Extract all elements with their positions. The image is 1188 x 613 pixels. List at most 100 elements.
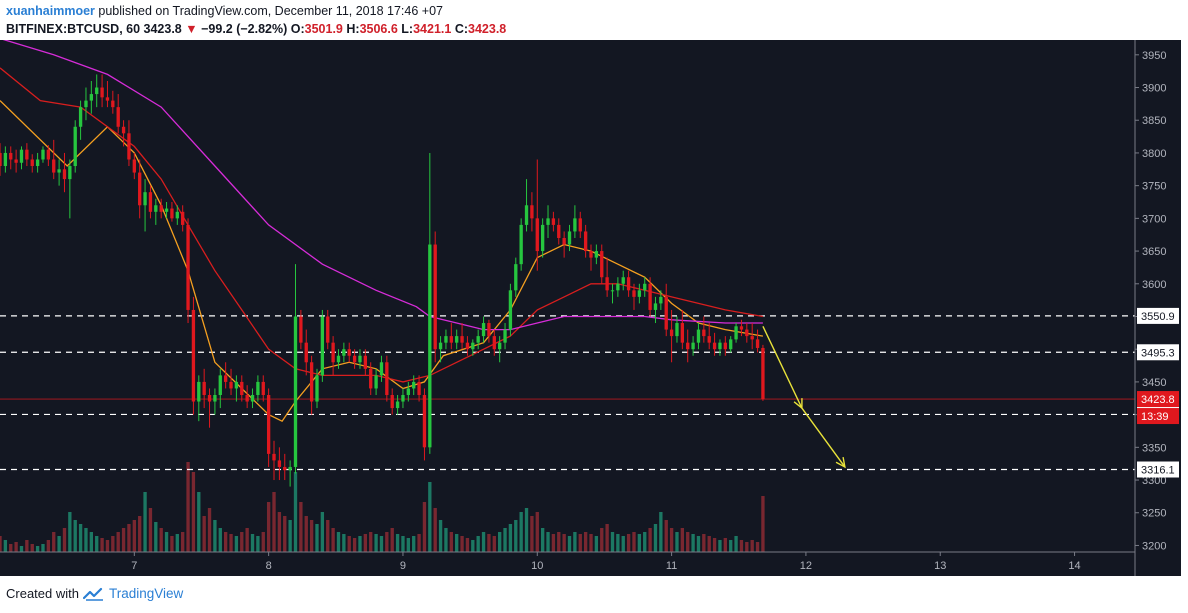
candle-body: [143, 192, 147, 206]
volume-bar: [524, 508, 529, 552]
candle-body: [100, 87, 104, 98]
y-tick-label: 3850: [1142, 115, 1166, 127]
price-chart[interactable]: 3200325033003350340034503500355036003650…: [0, 40, 1188, 576]
y-tick-label: 3700: [1142, 213, 1166, 225]
candle-body: [229, 381, 233, 389]
candle-body: [449, 336, 453, 343]
volume-bar: [127, 524, 131, 552]
candle-body: [19, 149, 24, 163]
symbol-label: BITFINEX:BTCUSD, 60: [6, 22, 141, 36]
candle-body: [293, 316, 298, 467]
y-tick-label: 3250: [1142, 508, 1166, 520]
volume-bar: [186, 462, 190, 552]
candle-body: [336, 355, 341, 363]
x-tick-label: 12: [800, 560, 812, 572]
x-tick-label: 11: [666, 560, 677, 572]
candle-body: [718, 342, 722, 350]
y-tick-label: 3950: [1142, 50, 1166, 62]
candle-body: [567, 231, 572, 245]
down-arrow-icon: ▼: [185, 22, 198, 36]
candle-body: [181, 211, 185, 225]
candle-body: [159, 205, 163, 212]
volume-bar: [0, 536, 2, 552]
volume-bar: [739, 540, 744, 552]
candle-body: [234, 381, 239, 389]
volume-bar: [653, 524, 658, 552]
volume-bar: [562, 534, 566, 552]
candle-body: [197, 381, 201, 402]
volume-bar: [557, 532, 561, 552]
volume-bar: [320, 512, 325, 552]
volume-bar: [449, 532, 453, 552]
volume-bar: [207, 508, 212, 552]
high-label: H:: [346, 22, 360, 36]
volume-bar: [19, 546, 24, 552]
candle-body: [89, 94, 94, 101]
candle-body: [546, 218, 550, 225]
volume-bar: [664, 520, 668, 552]
volume-bar: [643, 532, 647, 552]
volume-bar: [540, 528, 545, 552]
volume-bar: [14, 542, 18, 552]
candle-body: [35, 159, 40, 167]
last-price-tag-box: [1137, 391, 1179, 408]
x-tick-label: 14: [1068, 560, 1080, 572]
candle-body: [562, 237, 566, 245]
volume-bar: [148, 508, 153, 552]
volume-bar: [223, 532, 228, 552]
candle-body: [121, 126, 126, 134]
candle-body: [471, 342, 475, 350]
volume-bar: [213, 520, 217, 552]
candle-body: [729, 339, 733, 350]
candle-body: [154, 205, 158, 212]
candle-body: [455, 336, 459, 343]
close-value: 3423.8: [468, 22, 507, 36]
volume-bar: [610, 532, 615, 552]
tradingview-brand[interactable]: TradingView: [108, 586, 184, 601]
volume-bar: [761, 496, 765, 552]
candle-body: [739, 326, 744, 330]
candle-body: [503, 329, 507, 343]
volume-bar: [111, 536, 115, 552]
price-change: −99.2 (−2.82%): [201, 22, 288, 36]
candle-body: [750, 336, 754, 340]
volume-bar: [712, 538, 717, 552]
volume-bar: [283, 516, 287, 552]
candle-body: [664, 296, 668, 330]
time-axis-ticks: 7 8 9 10 11 12 13 14: [131, 552, 1081, 572]
volume-bar: [589, 534, 593, 552]
candle-body: [583, 231, 588, 252]
candle-body: [240, 381, 244, 395]
candle-body: [283, 466, 287, 471]
open-value: 3501.9: [304, 22, 343, 36]
volume-bar: [583, 532, 588, 552]
candle-body: [218, 375, 222, 395]
candle-body: [669, 329, 674, 337]
author-link[interactable]: xuanhaimmoer: [6, 4, 95, 18]
volume-bar: [605, 524, 609, 552]
candle-body: [202, 381, 206, 395]
x-tick-label: 9: [400, 560, 406, 572]
volume-bar: [691, 534, 695, 552]
candle-body: [530, 205, 534, 219]
volume-bar: [438, 520, 443, 552]
candle-body: [347, 349, 351, 356]
volume-bar: [514, 520, 518, 552]
candle-body: [272, 453, 276, 461]
candle-body: [621, 277, 625, 284]
volume-bar: [669, 528, 674, 552]
candle-body: [223, 375, 228, 382]
candle-body: [30, 159, 34, 167]
candle-body: [696, 329, 701, 343]
volume-bar: [621, 536, 625, 552]
volume-bar: [567, 536, 572, 552]
candle-body: [369, 368, 373, 389]
level-tag: 3316.1: [1141, 465, 1175, 477]
volume-bar: [616, 534, 620, 552]
footer: Created with TradingView: [6, 586, 183, 601]
volume-bar: [288, 520, 292, 552]
volume-bar: [326, 520, 330, 552]
volume-bar: [272, 492, 276, 552]
candle-body: [3, 152, 8, 167]
volume-bar: [261, 532, 265, 552]
